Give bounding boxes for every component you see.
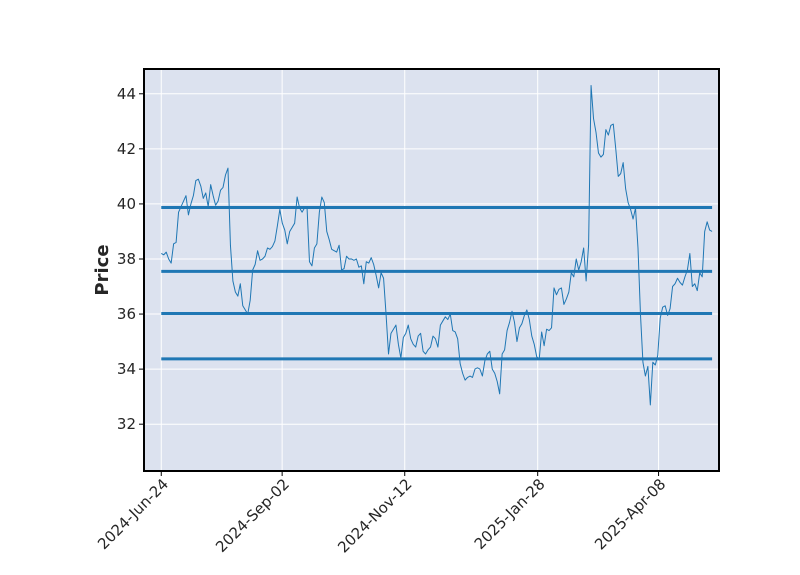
horizontal-lines (161, 205, 713, 361)
y-axis-title: Price (92, 244, 113, 295)
series-group (161, 85, 713, 406)
x-tick-label: 2024-Sep-02 (212, 475, 293, 556)
y-tick-label: 38 (117, 250, 136, 268)
y-tick-label: 36 (117, 305, 136, 323)
x-axis: 2024-Jun-24 2024-Sep-02 2024-Nov-12 2025-Ja… (94, 471, 669, 556)
y-tick-label: 40 (117, 195, 136, 213)
price-series-line (161, 85, 713, 406)
x-tick-label: 2024-Jun-24 (94, 475, 172, 553)
plot-frame (143, 68, 720, 472)
y-axis: 32 34 36 38 40 42 44 (117, 85, 144, 433)
y-tick-label: 32 (117, 415, 136, 433)
y-tick-label: 44 (117, 85, 136, 103)
x-tick-label: 2025-Jan-28 (471, 475, 549, 553)
x-tick-label: 2024-Nov-12 (334, 475, 415, 556)
y-tick-label: 42 (117, 140, 136, 158)
y-tick-label: 34 (117, 360, 136, 378)
x-tick-label: 2025-Apr-08 (591, 475, 669, 553)
